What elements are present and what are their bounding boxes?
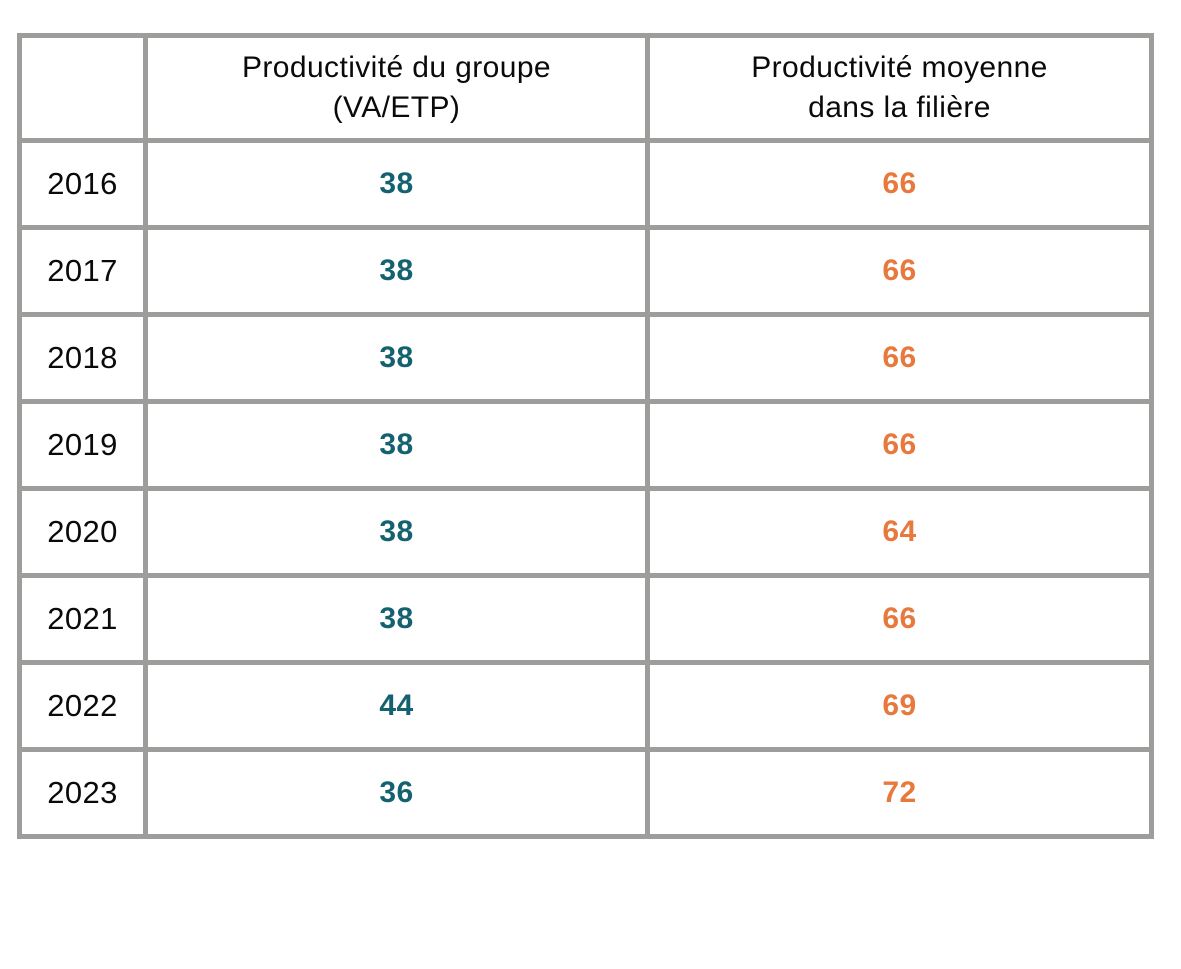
table-row-2018: 2018 38 66 [17,312,1154,404]
table-row-2021: 2021 38 66 [17,573,1154,665]
table-row-2023: 2023 36 72 [17,747,1154,839]
filiere-value-cell: 66 [645,138,1154,230]
year-cell: 2022 [17,660,148,752]
year-cell: 2021 [17,573,148,665]
filiere-value-cell: 66 [645,399,1154,491]
column-header-group-line2: (VA/ETP) [332,91,461,124]
group-value-cell: 38 [143,138,650,230]
group-value-cell: 38 [143,486,650,578]
filiere-value-cell: 64 [645,486,1154,578]
year-cell: 2020 [17,486,148,578]
group-value-cell: 44 [143,660,650,752]
year-cell: 2017 [17,225,148,317]
group-value-cell: 38 [143,573,650,665]
filiere-value-cell: 66 [645,225,1154,317]
table-row-2022: 2022 44 69 [17,660,1154,752]
filiere-value-cell: 72 [645,747,1154,839]
column-header-group-line1: Productivité du groupe [242,50,551,84]
column-header-filiere: Productivité moyenne dans la filière [645,33,1154,143]
filiere-value-cell: 66 [645,312,1154,404]
group-value-cell: 38 [143,225,650,317]
table-row-2017: 2017 38 66 [17,225,1154,317]
corner-cell [17,33,148,143]
group-value-cell: 38 [143,312,650,404]
year-cell: 2016 [17,138,148,230]
table-row-2016: 2016 38 66 [17,138,1154,230]
year-cell: 2019 [17,399,148,491]
filiere-value-cell: 66 [645,573,1154,665]
column-header-filiere-line2: dans la filière [808,91,991,124]
table-row-2019: 2019 38 66 [17,399,1154,491]
column-header-group: Productivité du groupe (VA/ETP) [143,33,650,143]
header-row: Productivité du groupe (VA/ETP) Producti… [17,33,1154,143]
year-cell: 2023 [17,747,148,839]
filiere-value-cell: 69 [645,660,1154,752]
group-value-cell: 36 [143,747,650,839]
table-row-2020: 2020 38 64 [17,486,1154,578]
productivity-table: Productivité du groupe (VA/ETP) Producti… [17,33,1154,839]
column-header-filiere-line1: Productivité moyenne [751,50,1048,84]
year-cell: 2018 [17,312,148,404]
group-value-cell: 38 [143,399,650,491]
